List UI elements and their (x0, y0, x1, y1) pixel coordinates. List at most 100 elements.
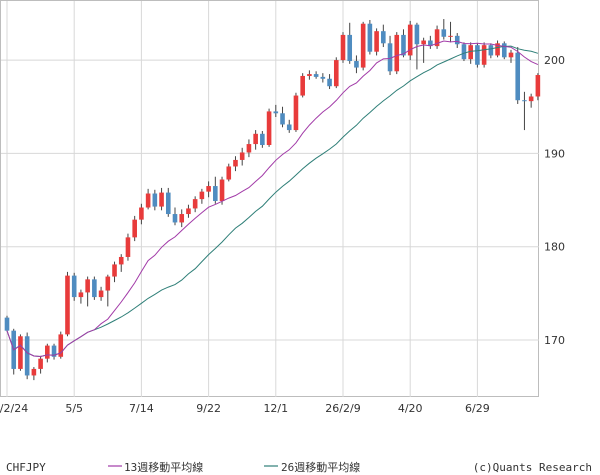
legend: CHFJPY 13週移動平均線 26週移動平均線 (c)Quants Resea… (6, 460, 592, 474)
x-axis-tick-labels: 25/2/24 5/5 7/14 9/22 12/1 26/2/9 4/20 6/29 (0, 402, 490, 415)
candle-body-down (387, 43, 393, 72)
x-tick-label: 26/2/9 (325, 402, 360, 415)
candle-body-down (367, 23, 373, 52)
candle-body-down (280, 113, 285, 125)
candle-body-up (192, 199, 198, 209)
candle-body-up (253, 133, 258, 145)
candle-body-up (118, 256, 124, 265)
candle-body-down (441, 29, 447, 37)
candle-body-up (300, 75, 305, 96)
candle-body-down (4, 317, 10, 331)
candle-body-up (105, 276, 111, 291)
candle-body-down (172, 214, 178, 223)
y-tick-label: 190 (544, 147, 565, 160)
candle-body-down (213, 186, 218, 201)
candle-body-up (186, 208, 191, 215)
candle-body-up (18, 336, 23, 369)
candle-body-up (266, 111, 272, 146)
y-tick-label: 170 (544, 334, 565, 347)
credit-label: (c)Quants Research (473, 461, 592, 474)
candle-body-up (85, 279, 90, 293)
candle-body-up (98, 290, 104, 298)
y-axis-tick-labels: 170 180 190 200 (544, 54, 565, 347)
ma26-legend-label: 26週移動平均線 (281, 460, 360, 474)
candles (4, 19, 541, 381)
ma13-line (6, 40, 539, 358)
candle-body-down (515, 52, 521, 101)
candle-body-up (528, 96, 534, 102)
candle-body-up (132, 219, 137, 238)
grid-lines (1, 1, 539, 397)
candle-body-up (481, 45, 487, 65)
candle-body-down (51, 345, 57, 357)
candle-body-down (381, 31, 386, 44)
candle-body-up (407, 24, 413, 56)
candle-body-up (112, 264, 117, 277)
candle-body-up (206, 186, 211, 192)
candle-body-down (313, 74, 319, 77)
candle-body-down (260, 133, 265, 146)
candle-body-down (522, 100, 527, 102)
x-tick-label: 7/14 (129, 402, 154, 415)
candle-body-up (179, 214, 185, 223)
candle-body-up (65, 275, 70, 335)
candle-body-up (125, 237, 131, 257)
candle-body-down (428, 40, 433, 47)
moving-average-lines (6, 40, 539, 358)
candle-body-up (31, 368, 37, 376)
x-tick-label: 4/20 (398, 402, 423, 415)
candle-body-down (320, 76, 326, 79)
candle-body-up (468, 45, 473, 60)
candle-body-up (199, 191, 205, 200)
candle-body-down (24, 336, 30, 376)
candle-body-up (448, 35, 453, 37)
candle-body-up (421, 40, 426, 45)
candle-body-up (307, 74, 312, 76)
candle-body-up (219, 179, 225, 201)
candle-body-up (434, 29, 440, 47)
candle-body-down (165, 192, 171, 215)
candle-body-down (273, 111, 279, 114)
candle-body-down (414, 24, 420, 45)
candle-body-down (286, 124, 292, 131)
candle-body-down (461, 44, 467, 60)
x-tick-label: 25/2/24 (0, 402, 28, 415)
candle-body-up (38, 358, 43, 369)
x-tick-label: 6/29 (465, 402, 490, 415)
candle-body-up (333, 60, 339, 87)
candle-body-down (92, 279, 97, 298)
symbol-label: CHFJPY (6, 461, 46, 474)
candle-body-down (401, 34, 406, 56)
candle-body-up (45, 345, 50, 359)
ma13-legend-label: 13週移動平均線 (124, 460, 203, 474)
y-tick-label: 180 (544, 241, 565, 254)
candle-body-down (501, 43, 507, 58)
candle-body-up (535, 75, 541, 97)
candle-body-down (152, 193, 158, 207)
candle-body-up (374, 31, 379, 52)
candle-body-down (488, 45, 494, 56)
candle-body-down (454, 35, 460, 45)
candle-body-up (139, 207, 144, 220)
candle-body-up (246, 144, 252, 153)
candle-body-up (58, 334, 64, 357)
x-tick-label: 12/1 (263, 402, 288, 415)
candle-body-up (233, 159, 238, 167)
candle-body-up (293, 95, 299, 131)
x-tick-label: 5/5 (65, 402, 83, 415)
candle-body-up (508, 52, 514, 58)
candle-body-down (475, 45, 480, 65)
candle-body-up (360, 23, 366, 68)
candle-body-down (347, 34, 353, 62)
candle-body-up (159, 192, 164, 207)
candle-body-down (327, 78, 332, 87)
candle-body-up (495, 43, 500, 56)
candle-body-up (226, 166, 232, 180)
candle-body-down (354, 61, 359, 68)
candle-body-down (71, 275, 77, 298)
candle-body-up (340, 34, 346, 61)
y-tick-label: 200 (544, 54, 565, 67)
candle-body-up (145, 193, 151, 208)
candle-body-up (394, 34, 400, 72)
